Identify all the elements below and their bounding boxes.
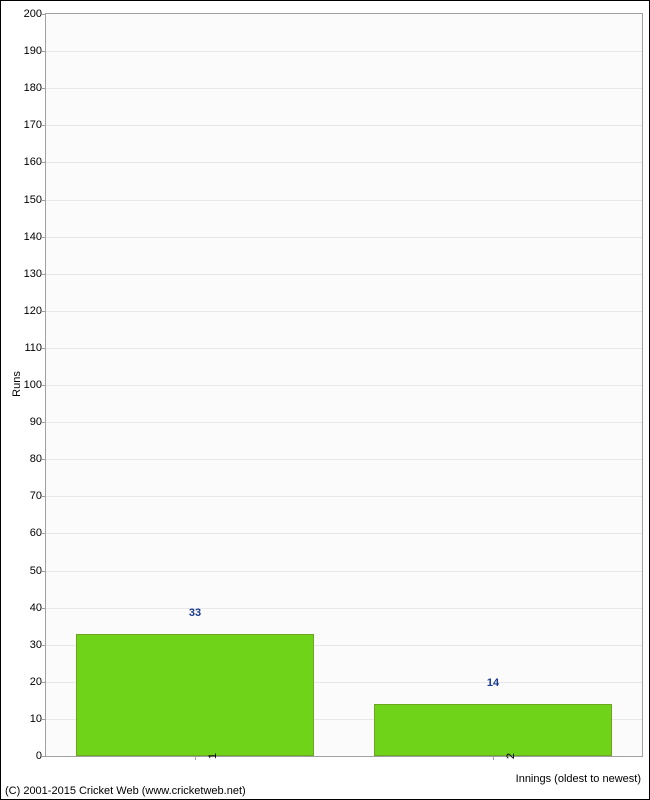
x-axis-label: Innings (oldest to newest) (516, 773, 641, 785)
gridline (46, 496, 642, 497)
bar (374, 704, 612, 756)
gridline (46, 348, 642, 349)
ytick-label: 140 (24, 231, 46, 243)
xtick-label: 2 (493, 753, 517, 759)
ytick-label: 20 (30, 676, 46, 688)
gridline (46, 311, 642, 312)
gridline (46, 533, 642, 534)
gridline (46, 571, 642, 572)
ytick-label: 90 (30, 416, 46, 428)
plot-area: 0102030405060708090100110120130140150160… (45, 13, 643, 757)
ytick-label: 50 (30, 565, 46, 577)
gridline (46, 237, 642, 238)
ytick-label: 110 (24, 342, 46, 354)
credit-text: (C) 2001-2015 Cricket Web (www.cricketwe… (5, 785, 246, 797)
gridline (46, 125, 642, 126)
bar (76, 634, 314, 756)
ytick-label: 40 (30, 602, 46, 614)
gridline (46, 162, 642, 163)
ytick-label: 160 (24, 156, 46, 168)
ytick-label: 170 (24, 119, 46, 131)
ytick-label: 0 (36, 750, 46, 762)
ytick-label: 120 (24, 305, 46, 317)
chart-container: 0 10 20 30 40 50 60 70 80 90 100 110 120 130 140 150 160… (0, 0, 650, 800)
gridline (46, 51, 642, 52)
xtick-label: 1 (195, 753, 219, 759)
ytick-label: 80 (30, 453, 46, 465)
gridline (46, 459, 642, 460)
bar-value-label: 33 (189, 607, 201, 619)
ytick-label: 30 (30, 639, 46, 651)
ytick-label: 180 (24, 82, 46, 94)
ytick-label: 70 (30, 490, 46, 502)
ytick-label: 200 (24, 8, 46, 20)
ytick-label: 130 (24, 268, 46, 280)
gridline (46, 422, 642, 423)
ytick-label: 190 (24, 45, 46, 57)
bar-value-label: 14 (487, 677, 499, 689)
gridline (46, 385, 642, 386)
ytick-label: 10 (30, 713, 46, 725)
gridline (46, 608, 642, 609)
ytick-label: 150 (24, 194, 46, 206)
ytick-label: 100 (24, 379, 46, 391)
gridline (46, 200, 642, 201)
y-axis-label: Runs (11, 371, 23, 397)
gridline (46, 274, 642, 275)
ytick-label: 60 (30, 527, 46, 539)
gridline (46, 88, 642, 89)
